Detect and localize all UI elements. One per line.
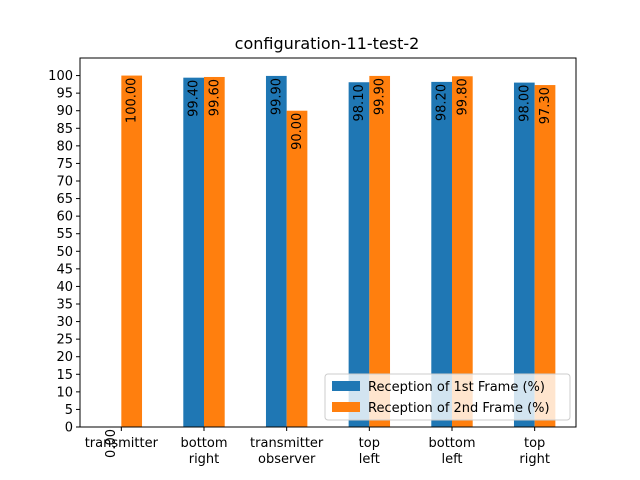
legend-frame (324, 373, 571, 421)
y-tick-label: 30 (56, 315, 73, 330)
x-tick-label-line: bottom (428, 436, 475, 451)
bar-series-2-1 (204, 76, 225, 427)
bar-series-1-2 (265, 75, 287, 428)
y-tick-label: 95 (56, 87, 73, 102)
y-tick-label: 40 (56, 280, 73, 295)
x-tick-label: bottom right (180, 436, 227, 467)
bar-series-2-0 (121, 75, 143, 427)
axes-frame (79, 57, 577, 428)
x-tick-label-line: right (519, 452, 550, 467)
legend: Reception of 1st Frame (%) Reception of 2… (324, 373, 571, 421)
bar-value-label: 97.30 (538, 87, 553, 124)
bar-value-label: 99.40 (187, 80, 202, 117)
legend-swatch-series-2 (332, 402, 360, 412)
bar-series-2-4 (452, 76, 473, 428)
y-tick-label: 60 (56, 210, 73, 225)
bar-series-2-2 (286, 110, 308, 428)
y-tick-label: 15 (56, 368, 73, 383)
y-tick-label: 10 (56, 385, 73, 400)
bar-series-1-5 (513, 82, 535, 427)
x-tick-label: transmitter observer (250, 436, 324, 467)
bar-series-2-3 (369, 75, 391, 428)
x-tick-label-line: top (359, 436, 380, 451)
x-tick-label-line: transmitter (85, 436, 159, 451)
bar-value-label: 99.80 (455, 78, 470, 115)
bar-value-label: 98.10 (352, 84, 367, 121)
bar-series-1-1 (183, 77, 204, 428)
legend-swatch-series-1 (332, 381, 360, 391)
y-tick-label: 100 (48, 69, 73, 84)
y-tick-label: 20 (56, 350, 73, 365)
x-tick-label: top right (519, 436, 550, 467)
y-tick-label: 25 (56, 333, 73, 348)
bar-value-label: 98.20 (435, 84, 450, 121)
bar-value-label: 99.90 (373, 78, 388, 115)
bar-value-label: 99.90 (269, 78, 284, 115)
plot-area: 0.00 99.40 99.90 98.10 98.20 98.00 100.00 99.60… (48, 57, 577, 467)
bar-value-label: 100.00 (125, 78, 140, 124)
bar-series-2-5 (534, 85, 556, 427)
bar-series-1-3 (348, 82, 370, 427)
bar-value-label: 0.00 (104, 429, 119, 458)
x-tick-label-line: observer (258, 452, 316, 467)
y-tick-label: 85 (56, 122, 73, 137)
y-tick-label: 50 (56, 245, 73, 260)
y-tick-label: 75 (56, 157, 73, 172)
x-tick-label-line: right (189, 452, 220, 467)
y-tick-label: 65 (56, 192, 73, 207)
y-tick-label: 45 (56, 262, 73, 277)
bar-value-label: 90.00 (290, 113, 305, 150)
x-tick-label: top left (359, 436, 380, 467)
y-tick-label: 55 (56, 227, 73, 242)
x-tick-label: transmitter (85, 436, 159, 451)
y-tick-label: 5 (65, 403, 73, 418)
bar-series-1-4 (431, 81, 452, 428)
legend-label-series-1: Reception of 1st Frame (%) (368, 380, 545, 395)
legend-label-series-2: Reception of 2nd Frame (%) (368, 401, 550, 416)
y-tick-label: 35 (56, 298, 73, 313)
y-tick-label: 80 (56, 139, 73, 154)
chart-title: configuration-11-test-2 (235, 34, 420, 53)
x-tick-label: bottom left (428, 436, 475, 467)
x-tick-label-line: transmitter (250, 436, 324, 451)
x-tick-label-line: left (441, 452, 462, 467)
bar-value-label: 98.00 (517, 85, 532, 122)
x-tick-label-line: bottom (180, 436, 227, 451)
y-tick-label: 90 (56, 104, 73, 119)
y-tick-label: 0 (65, 421, 73, 436)
bar-value-label: 99.60 (207, 79, 222, 116)
x-tick-label-line: left (359, 452, 380, 467)
y-tick-label: 70 (56, 175, 73, 190)
x-tick-label-line: top (524, 436, 545, 451)
